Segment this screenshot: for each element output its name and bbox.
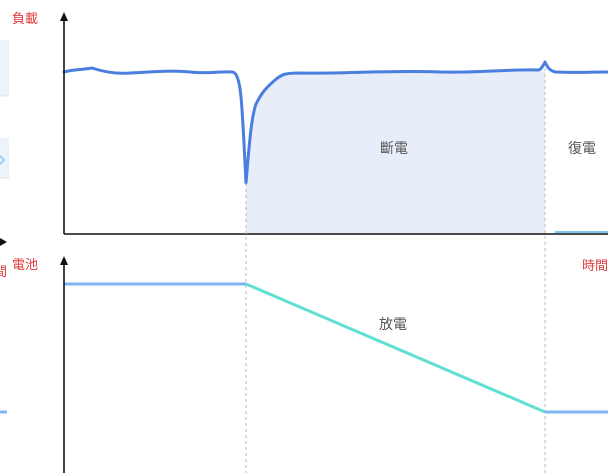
outage-label: 斷電 [380,141,408,157]
load-line [62,60,608,185]
left-panel-chevron-icon [0,155,6,165]
outage-shaded-region [246,71,545,234]
left-partial-panel: 間 [0,40,9,414]
restore-label: 復電 [568,140,596,157]
battery-discharge-line [245,282,546,414]
discharge-label: 放電 [379,317,407,333]
battery-y-axis-arrow-icon [60,256,68,265]
left-panel-arrow-icon [0,238,7,246]
left-panel-strip [0,138,9,178]
left-panel-strip [0,40,9,96]
left-edge-label: 間 [0,265,7,280]
battery-axis-title: 電池 [12,258,38,273]
load-axis-title: 負載 [12,12,38,27]
load-chart: 負載 斷電 復電 [12,12,608,235]
time-axis-title: 時間 [582,259,608,274]
load-y-axis-arrow-icon [60,12,68,21]
battery-chart: 電池 時間 放電 [12,256,608,473]
